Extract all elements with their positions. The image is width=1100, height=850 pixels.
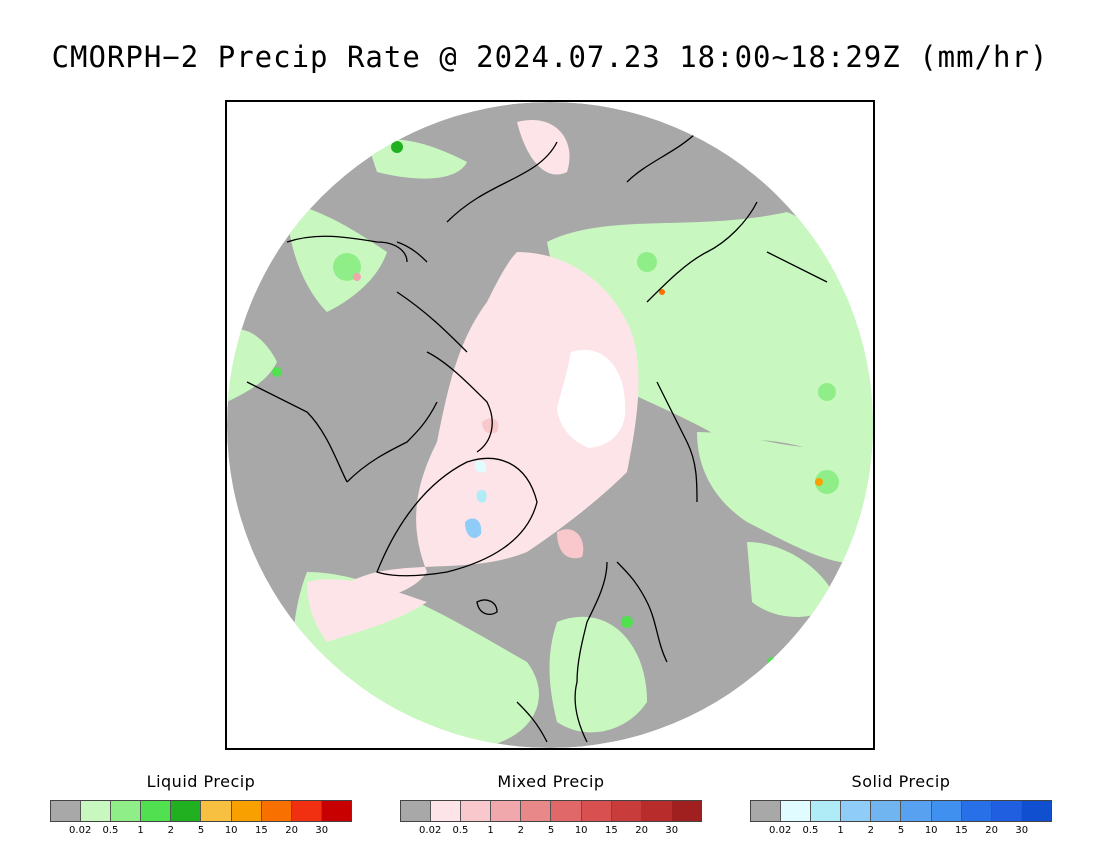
legend-swatch — [671, 801, 701, 821]
legend-swatch — [611, 801, 642, 821]
solid-precip-areas — [465, 460, 487, 538]
legend-tick-label: 10 — [924, 825, 938, 836]
mixed-color-bar — [400, 800, 702, 822]
legend-tick-label: 5 — [547, 825, 555, 836]
legend-tick-label: 15 — [605, 825, 618, 836]
legend-tick-label: 5 — [897, 825, 905, 836]
legend-tick-label: 2 — [517, 825, 524, 836]
mixed-precip-areas — [307, 120, 639, 642]
map-canvas — [227, 102, 873, 748]
legend-mixed-precip: Mixed Precip 0.02 0.5 1 2 5 10 15 20 30 — [400, 772, 702, 839]
legend-tick-label: 0.02 — [769, 825, 792, 836]
legend-swatch — [291, 801, 322, 821]
legend-tick-label: 1 — [487, 825, 494, 836]
coastlines — [246, 123, 828, 743]
legend-swatch — [321, 801, 351, 821]
legend-tick-label: 0.5 — [452, 825, 469, 836]
legend-tick-label: 2 — [167, 825, 174, 836]
legend-swatch — [201, 801, 232, 821]
polar-precip-map — [225, 100, 875, 750]
legend-tick-label: 10 — [224, 825, 238, 836]
legend-tick-label: 30 — [1015, 825, 1029, 836]
solid-color-bar — [750, 800, 1052, 822]
legend-swatch — [261, 801, 292, 821]
legend-title-solid: Solid Precip — [851, 772, 951, 791]
legend-swatch — [51, 801, 82, 821]
liquid-color-bar — [50, 800, 352, 822]
legend-title-mixed: Mixed Precip — [497, 772, 605, 791]
legend-swatch — [991, 801, 1022, 821]
legend-swatch — [81, 801, 112, 821]
polar-no-data-gap — [557, 349, 626, 448]
chart-title: CMORPH−2 Precip Rate @ 2024.07.23 18:00~… — [51, 40, 1049, 74]
legend-swatch — [431, 801, 462, 821]
legend-swatch — [871, 801, 902, 821]
legend-liquid-precip: Liquid Precip 0.02 0.5 1 2 5 10 15 20 30 — [50, 772, 352, 839]
legend-tick-label: 5 — [197, 825, 205, 836]
mixed-tick-labels: 0.02 0.5 1 2 5 10 15 20 30 — [400, 825, 702, 839]
legend-tick-label: 20 — [985, 825, 998, 836]
legend-tick-label: 0.02 — [419, 825, 442, 836]
legend-swatch — [581, 801, 612, 821]
legend-tick-label: 2 — [867, 825, 874, 836]
legend-solid-precip: Solid Precip 0.02 0.5 1 2 5 10 15 20 30 — [750, 772, 1052, 839]
legend-swatch — [231, 801, 262, 821]
legend-tick-label: 10 — [574, 825, 588, 836]
legend-swatch — [811, 801, 842, 821]
legend-swatch — [901, 801, 932, 821]
legend-swatch — [961, 801, 992, 821]
legend-title-liquid: Liquid Precip — [146, 772, 256, 791]
legend-tick-label: 0.5 — [802, 825, 819, 836]
legend-swatch — [751, 801, 782, 821]
legend-swatch — [841, 801, 872, 821]
legend-swatch — [461, 801, 492, 821]
legend-swatch — [491, 801, 522, 821]
legend-tick-label: 0.5 — [102, 825, 119, 836]
legend-swatch — [641, 801, 672, 821]
legend-tick-label: 20 — [635, 825, 648, 836]
legend-swatch — [521, 801, 552, 821]
legend-tick-label: 20 — [285, 825, 298, 836]
legend-tick-label: 15 — [955, 825, 968, 836]
legend-tick-label: 30 — [665, 825, 679, 836]
legend-tick-label: 0.02 — [69, 825, 92, 836]
legend-swatch — [781, 801, 812, 821]
legend-swatch — [171, 801, 202, 821]
legend-swatch — [401, 801, 432, 821]
legend-swatch — [111, 801, 142, 821]
legend-swatch — [551, 801, 582, 821]
solid-tick-labels: 0.02 0.5 1 2 5 10 15 20 30 — [750, 825, 1052, 839]
legend-swatch — [931, 801, 962, 821]
legend-swatch — [141, 801, 172, 821]
liquid-tick-labels: 0.02 0.5 1 2 5 10 15 20 30 — [50, 825, 352, 839]
legend-tick-label: 1 — [137, 825, 144, 836]
legend-tick-label: 15 — [255, 825, 268, 836]
legend-tick-label: 1 — [837, 825, 844, 836]
legend-swatch — [1021, 801, 1051, 821]
legend-tick-label: 30 — [315, 825, 329, 836]
